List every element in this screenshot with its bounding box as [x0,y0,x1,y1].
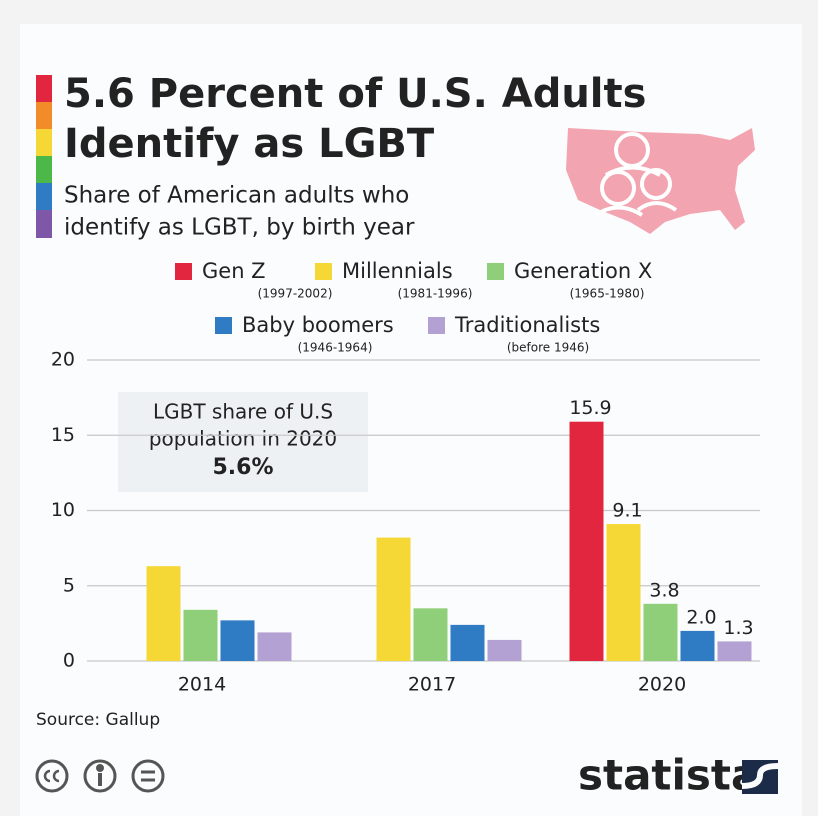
data-label: 3.8 [649,579,679,601]
data-label: 1.3 [723,617,753,639]
y-tick-label: 10 [51,499,75,521]
annotation-text: LGBT share of U.S [153,400,333,424]
y-tick-label: 5 [63,574,75,596]
data-label: 15.9 [569,397,611,419]
subtitle: Share of American adults who [64,183,409,209]
y-tick-label: 0 [63,650,75,672]
legend-label: Traditionalists [454,313,600,337]
logo-wave [741,763,779,789]
stripe [36,75,52,102]
bar [606,524,641,661]
legend-years: (before 1946) [507,341,589,355]
cc-glyph [43,769,60,783]
legend-years: (1981-1996) [398,287,473,301]
bar [257,632,292,661]
legend-label: Generation X [514,259,652,283]
legend-label: Gen Z [202,259,266,283]
bar [450,624,485,661]
legend-swatch [428,317,445,334]
bar [717,641,752,661]
rainbow-bar [36,75,52,238]
legend-years: (1997-2002) [258,287,333,301]
legend-years: (1946-1964) [298,341,373,355]
chart-title: Identify as LGBT [64,121,435,167]
person [640,168,672,200]
legend-swatch [315,263,332,280]
cc-icon [35,759,69,793]
x-tick-label: 2017 [408,674,456,696]
data-label: 2.0 [686,606,716,628]
subtitle: identify as LGBT, by birth year [64,215,415,241]
x-tick-label: 2014 [178,674,226,696]
by-glyph [96,764,104,772]
bar [680,630,715,661]
data-label: 9.1 [612,500,642,522]
map-icon [566,128,755,234]
bar [487,639,522,661]
bar [146,566,181,661]
stripe [36,102,52,129]
legend-swatch [175,263,192,280]
stripe [36,156,52,183]
nd-glyph [141,770,155,782]
bar [220,620,255,661]
bar [183,609,218,661]
x-tick-label: 2020 [638,674,686,696]
y-tick-label: 15 [51,424,75,446]
legend-years: (1965-1980) [570,287,645,301]
annotation-box [118,392,368,492]
annotation-text: population in 2020 [149,427,337,451]
stripe [36,210,52,238]
stripe [36,183,52,210]
bar [569,421,604,661]
legend-label: Baby boomers [242,313,394,337]
person [600,170,636,206]
bar [643,603,678,661]
chart-title: 5.6 Percent of U.S. Adults [64,71,646,117]
y-tick-label: 20 [51,349,75,371]
by-icon [83,759,117,793]
logo: statista [578,751,759,800]
person [614,132,650,168]
stripe [36,129,52,156]
legend-label: Millennials [342,259,453,283]
legend-swatch [487,263,504,280]
annotation-value: 5.6% [212,455,273,480]
nd-icon [131,759,165,793]
person-body [594,165,678,217]
logo-icon [741,760,779,794]
bar [413,608,448,661]
legend-swatch [215,317,232,334]
bar [376,537,411,661]
license-icons [35,759,165,793]
source: Source: Gallup [36,710,160,730]
